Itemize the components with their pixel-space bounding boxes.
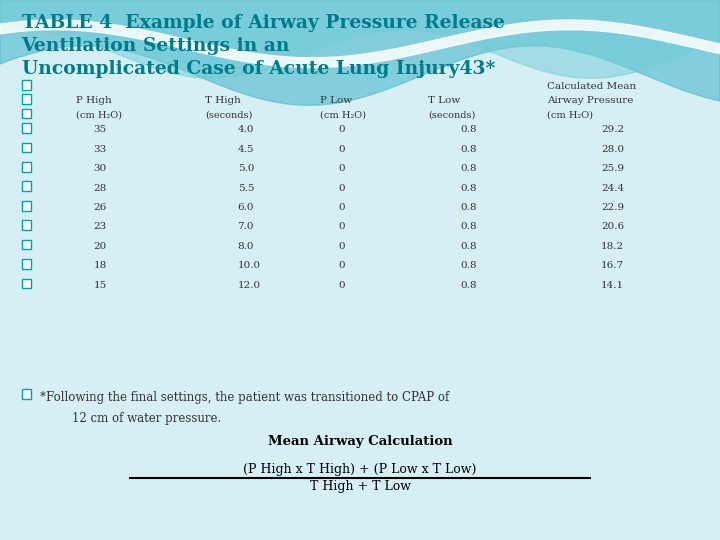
Text: T High: T High — [205, 96, 241, 105]
Text: 12 cm of water pressure.: 12 cm of water pressure. — [72, 412, 221, 425]
Text: 5.0: 5.0 — [238, 164, 254, 173]
FancyBboxPatch shape — [22, 259, 31, 269]
Text: 26: 26 — [94, 203, 107, 212]
Text: 0: 0 — [338, 125, 345, 134]
FancyBboxPatch shape — [22, 162, 31, 172]
Text: Mean Airway Calculation: Mean Airway Calculation — [268, 435, 452, 448]
Text: (seconds): (seconds) — [205, 111, 253, 120]
Text: *Following the final settings, the patient was transitioned to CPAP of: *Following the final settings, the patie… — [40, 392, 449, 404]
Text: 0.8: 0.8 — [461, 184, 477, 193]
Text: 0.8: 0.8 — [461, 203, 477, 212]
Text: 0.8: 0.8 — [461, 281, 477, 290]
FancyBboxPatch shape — [22, 389, 31, 399]
Text: 0.8: 0.8 — [461, 125, 477, 134]
Text: 5.5: 5.5 — [238, 184, 254, 193]
Text: 0.8: 0.8 — [461, 261, 477, 271]
Text: (cm H₂O): (cm H₂O) — [547, 111, 593, 120]
Text: (cm H₂O): (cm H₂O) — [76, 111, 122, 120]
Text: (seconds): (seconds) — [428, 111, 476, 120]
Text: 12.0: 12.0 — [238, 281, 261, 290]
Text: 0.8: 0.8 — [461, 164, 477, 173]
Text: 6.0: 6.0 — [238, 203, 254, 212]
Text: TABLE 4  Example of Airway Pressure Release: TABLE 4 Example of Airway Pressure Relea… — [22, 14, 505, 31]
FancyBboxPatch shape — [22, 220, 31, 230]
Text: 16.7: 16.7 — [601, 261, 624, 271]
Text: 0.8: 0.8 — [461, 145, 477, 154]
Text: 8.0: 8.0 — [238, 242, 254, 251]
Text: Calculated Mean: Calculated Mean — [547, 82, 636, 91]
Text: 0.8: 0.8 — [461, 222, 477, 232]
Text: 0: 0 — [338, 145, 345, 154]
Text: 29.2: 29.2 — [601, 125, 624, 134]
FancyBboxPatch shape — [22, 240, 31, 249]
Text: 33: 33 — [94, 145, 107, 154]
Text: 28.0: 28.0 — [601, 145, 624, 154]
Text: (P High x T High) + (P Low x T Low): (P High x T High) + (P Low x T Low) — [243, 463, 477, 476]
Text: Ventilation Settings in an: Ventilation Settings in an — [22, 37, 290, 55]
Text: 0: 0 — [338, 184, 345, 193]
Text: 18: 18 — [94, 261, 107, 271]
FancyBboxPatch shape — [22, 201, 31, 211]
FancyBboxPatch shape — [22, 279, 31, 288]
FancyBboxPatch shape — [22, 143, 31, 152]
Text: P Low: P Low — [320, 96, 353, 105]
Text: 22.9: 22.9 — [601, 203, 624, 212]
Text: 0: 0 — [338, 222, 345, 232]
Text: 23: 23 — [94, 222, 107, 232]
Text: 30: 30 — [94, 164, 107, 173]
FancyBboxPatch shape — [22, 181, 31, 191]
Text: 10.0: 10.0 — [238, 261, 261, 271]
FancyBboxPatch shape — [22, 123, 31, 133]
Text: T Low: T Low — [428, 96, 461, 105]
Text: 0.8: 0.8 — [461, 242, 477, 251]
Text: 0: 0 — [338, 203, 345, 212]
Text: 35: 35 — [94, 125, 107, 134]
Text: 15: 15 — [94, 281, 107, 290]
Text: Uncomplicated Case of Acute Lung Injury43*: Uncomplicated Case of Acute Lung Injury4… — [22, 60, 495, 78]
Text: 14.1: 14.1 — [601, 281, 624, 290]
Text: 18.2: 18.2 — [601, 242, 624, 251]
Text: T High + T Low: T High + T Low — [310, 480, 410, 493]
Text: 28: 28 — [94, 184, 107, 193]
Text: (cm H₂O): (cm H₂O) — [320, 111, 366, 120]
Text: 0: 0 — [338, 242, 345, 251]
Text: 7.0: 7.0 — [238, 222, 254, 232]
Text: 20: 20 — [94, 242, 107, 251]
Text: P High: P High — [76, 96, 112, 105]
Text: 20.6: 20.6 — [601, 222, 624, 232]
FancyBboxPatch shape — [22, 80, 31, 90]
Text: 24.4: 24.4 — [601, 184, 624, 193]
Text: 0: 0 — [338, 164, 345, 173]
Text: 4.5: 4.5 — [238, 145, 254, 154]
Text: 4.0: 4.0 — [238, 125, 254, 134]
Text: 0: 0 — [338, 261, 345, 271]
FancyBboxPatch shape — [22, 94, 31, 104]
Text: Airway Pressure: Airway Pressure — [547, 96, 634, 105]
FancyBboxPatch shape — [22, 109, 31, 118]
Text: 0: 0 — [338, 281, 345, 290]
Text: 25.9: 25.9 — [601, 164, 624, 173]
